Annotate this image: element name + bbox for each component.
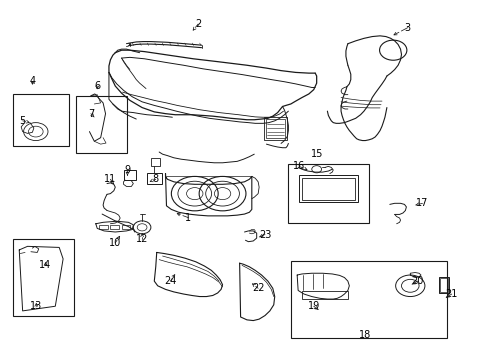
Text: 22: 22 <box>251 283 264 293</box>
Text: 1: 1 <box>185 213 191 222</box>
Text: 20: 20 <box>410 276 423 286</box>
Bar <box>147 173 161 184</box>
Bar <box>13 94 69 146</box>
Text: 17: 17 <box>415 198 428 208</box>
Text: 24: 24 <box>164 276 176 286</box>
Bar <box>266 119 285 138</box>
Bar <box>264 117 287 140</box>
Bar <box>13 239 74 316</box>
Text: 14: 14 <box>40 260 52 270</box>
Text: 9: 9 <box>124 165 130 175</box>
Text: 12: 12 <box>136 234 148 244</box>
Text: 23: 23 <box>258 230 271 239</box>
Text: 18: 18 <box>359 330 371 340</box>
Text: 5: 5 <box>20 116 26 126</box>
Bar <box>76 96 127 153</box>
Bar <box>151 158 159 166</box>
Bar <box>122 225 130 229</box>
Text: 15: 15 <box>310 149 322 159</box>
Bar <box>438 277 448 293</box>
Text: 19: 19 <box>307 301 319 311</box>
Bar <box>302 178 354 200</box>
Text: 16: 16 <box>292 161 305 171</box>
Bar <box>110 225 119 229</box>
Text: 7: 7 <box>88 109 94 119</box>
Text: 4: 4 <box>29 76 35 86</box>
Text: 21: 21 <box>445 289 457 299</box>
Text: 6: 6 <box>94 81 100 91</box>
Text: 13: 13 <box>30 301 42 311</box>
Bar <box>302 291 347 299</box>
Text: 3: 3 <box>404 23 410 33</box>
Bar <box>288 164 368 223</box>
Text: 8: 8 <box>152 174 159 184</box>
Bar <box>123 170 136 180</box>
Text: 11: 11 <box>104 174 116 184</box>
Text: 10: 10 <box>109 238 121 248</box>
Bar <box>99 225 108 229</box>
Bar <box>290 261 446 338</box>
Bar <box>299 175 357 202</box>
Text: 2: 2 <box>195 19 201 29</box>
Bar <box>439 278 447 292</box>
